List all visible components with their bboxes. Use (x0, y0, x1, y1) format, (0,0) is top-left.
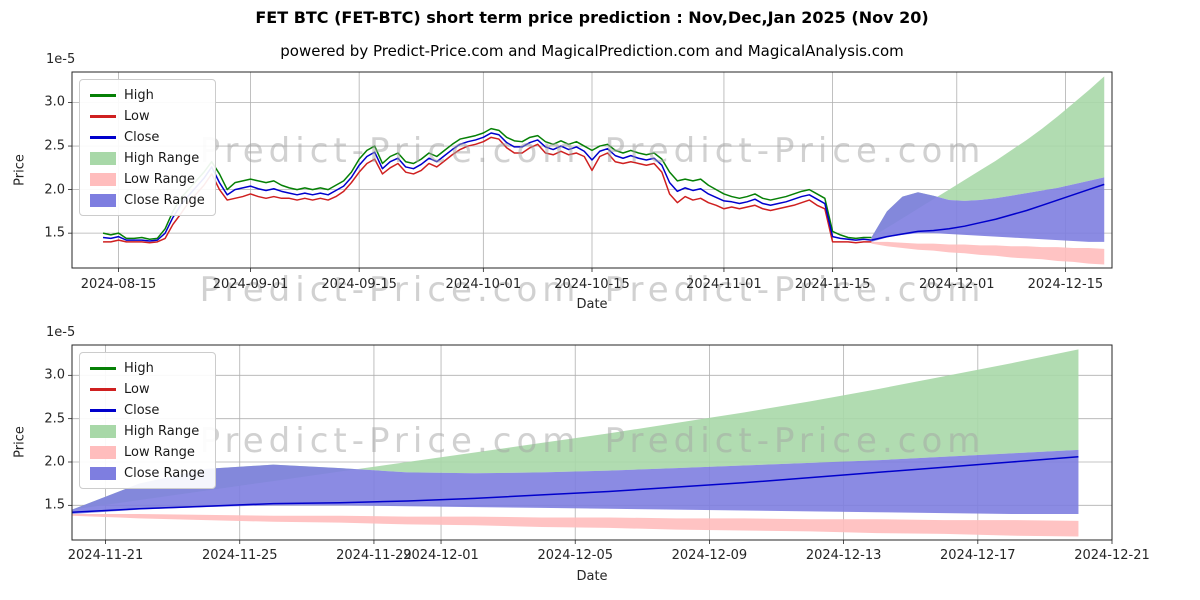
legend-label: Low Range (124, 444, 195, 460)
legend-swatch-close (90, 408, 116, 412)
legend-label: Low Range (124, 171, 195, 187)
x-tick-label: 2024-09-01 (212, 277, 289, 292)
figure-title: FET BTC (FET-BTC) short term price predi… (255, 8, 929, 27)
legend-swatch-low-range (90, 172, 116, 186)
y-tick-label: 1.5 (44, 225, 65, 241)
x-tick-label: 2024-12-01 (403, 548, 479, 563)
legend-item: Low Range (90, 443, 205, 461)
legend-item: Close (90, 128, 205, 146)
plot-border (71, 344, 1113, 541)
legend-label: High (124, 360, 154, 376)
legend-swatch-high (90, 93, 116, 97)
x-tick-label: 2024-11-25 (201, 548, 278, 563)
y-axis-offset-label-top: 1e-5 (46, 52, 76, 67)
x-tick-label: 2024-11-15 (794, 277, 871, 292)
legend: High Low Close High Range Low Range Close Ran… (79, 352, 216, 489)
legend-label: High Range (124, 423, 200, 439)
x-tick-label: 2024-11-21 (67, 548, 144, 563)
chart-canvas (68, 71, 1113, 272)
legend-item: Close (90, 401, 205, 419)
band-low_range (72, 514, 1079, 537)
plot-border (71, 71, 1113, 269)
x-tick-label: 2024-12-09 (671, 548, 748, 563)
legend-label: Close (124, 129, 160, 145)
y-tick-label: 3.0 (44, 367, 65, 383)
legend-label: Close (124, 402, 160, 418)
x-tick-label: 2024-08-15 (80, 277, 157, 292)
legend-item: High Range (90, 422, 205, 440)
y-tick-label: 1.5 (44, 497, 65, 513)
y-tick-label: 3.0 (44, 94, 65, 110)
line-close_forecast (871, 183, 1105, 241)
line-high (102, 127, 872, 241)
x-tick-label: 2024-12-05 (537, 548, 613, 563)
legend-label: Close Range (124, 192, 205, 208)
line-low (103, 136, 872, 244)
legend-swatch-close (90, 135, 116, 139)
band-close_range (72, 449, 1079, 514)
legend-item: Close Range (90, 464, 205, 482)
y-axis-label-bottom: Price (12, 426, 28, 458)
legend-swatch-low-range (90, 445, 116, 459)
x-tick-label: 2024-12-17 (940, 548, 1016, 563)
legend-swatch-low (90, 387, 116, 391)
legend-item: Low (90, 107, 205, 125)
x-tick-label: 2024-10-01 (445, 277, 522, 292)
x-tick-label: 2024-12-21 (1074, 548, 1150, 563)
legend-item: High (90, 359, 205, 377)
legend-item: Low (90, 380, 205, 398)
legend: High Low Close High Range Low Range Close Ran… (79, 79, 216, 216)
legend-item: High (90, 86, 205, 104)
y-tick-label: 2.0 (44, 454, 65, 470)
x-tick-label: 2024-10-15 (554, 277, 630, 292)
legend-label: High (124, 87, 154, 103)
legend-swatch-high (90, 366, 116, 370)
legend-label: Low (124, 108, 150, 124)
y-tick-label: 2.5 (44, 138, 65, 154)
x-tick-label: 2024-12-13 (805, 548, 882, 563)
y-axis-label-top: Price (12, 154, 28, 186)
legend-item: High Range (90, 149, 205, 167)
legend-swatch-high-range (90, 151, 116, 165)
line-close (102, 132, 872, 242)
legend-swatch-close-range (90, 193, 116, 207)
x-tick-label: 2024-09-15 (321, 277, 397, 292)
legend-label: Low (124, 381, 150, 397)
band-low_range (871, 241, 1105, 265)
legend-item: Low Range (90, 170, 205, 188)
line-close_forecast (71, 456, 1079, 514)
x-tick-label: 2024-11-01 (686, 277, 762, 292)
legend-swatch-close-range (90, 466, 116, 480)
legend-label: Close Range (124, 465, 205, 481)
legend-label: High Range (124, 150, 200, 166)
y-tick-label: 2.5 (44, 411, 65, 427)
x-tick-label: 2024-11-29 (336, 548, 412, 563)
chart-canvas (68, 344, 1113, 544)
figure-subtitle: powered by Predict-Price.com and Magical… (280, 42, 904, 60)
x-tick-label: 2024-12-01 (918, 277, 995, 292)
x-axis-label-top: Date (576, 297, 608, 312)
legend-swatch-low (90, 114, 116, 118)
x-axis-label-bottom: Date (576, 569, 608, 584)
legend-swatch-high-range (90, 424, 116, 438)
y-axis-offset-label-bottom: 1e-5 (46, 325, 76, 340)
x-tick-label: 2024-12-15 (1027, 277, 1104, 292)
y-tick-label: 2.0 (44, 182, 65, 198)
band-close_range (871, 177, 1105, 242)
legend-item: Close Range (90, 191, 205, 209)
